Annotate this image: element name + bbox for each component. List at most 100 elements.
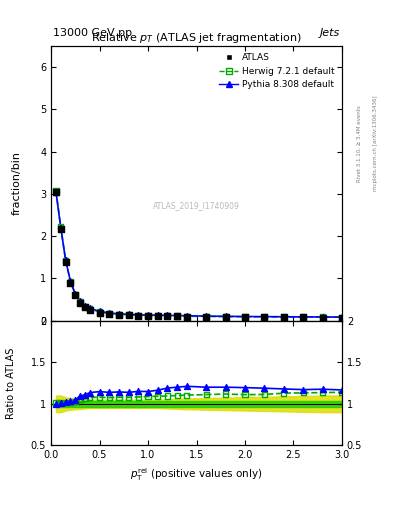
Point xyxy=(174,383,180,391)
Point xyxy=(125,310,132,318)
Point xyxy=(339,388,345,396)
Point xyxy=(77,396,83,404)
Point xyxy=(77,297,83,305)
Point xyxy=(135,311,141,319)
Point xyxy=(62,256,69,264)
Point xyxy=(125,393,132,401)
Point xyxy=(203,312,209,321)
Point xyxy=(58,224,64,232)
Point xyxy=(320,389,326,397)
Legend: ATLAS, Herwig 7.2.1 default, Pythia 8.308 default: ATLAS, Herwig 7.2.1 default, Pythia 8.30… xyxy=(217,51,338,92)
Point xyxy=(184,391,190,399)
Point xyxy=(154,312,161,320)
Point xyxy=(116,388,122,396)
Point xyxy=(53,400,59,408)
Point xyxy=(174,312,180,321)
Point xyxy=(58,399,64,407)
Point xyxy=(62,398,69,407)
Point xyxy=(281,385,287,393)
Point xyxy=(261,312,268,321)
Point xyxy=(58,223,64,231)
Point xyxy=(67,278,73,286)
Point xyxy=(72,290,79,298)
Point xyxy=(164,392,171,400)
Point xyxy=(261,384,268,392)
Point xyxy=(77,299,83,307)
Point xyxy=(72,290,79,298)
Point xyxy=(300,386,306,394)
Point xyxy=(222,313,229,321)
Point xyxy=(125,388,132,396)
Point xyxy=(300,313,306,321)
Point xyxy=(154,311,161,319)
Point xyxy=(106,310,112,318)
Point xyxy=(174,391,180,399)
Point xyxy=(96,307,103,315)
Point xyxy=(184,312,190,320)
Point xyxy=(164,312,171,320)
Point xyxy=(67,398,73,407)
Y-axis label: fraction/bin: fraction/bin xyxy=(12,152,22,216)
Point xyxy=(125,311,132,319)
Point xyxy=(222,383,229,391)
Text: ATLAS_2019_I1740909: ATLAS_2019_I1740909 xyxy=(153,201,240,210)
Point xyxy=(339,386,345,394)
Point xyxy=(145,312,151,320)
Point xyxy=(87,305,93,313)
Point xyxy=(87,389,93,397)
Point xyxy=(77,392,83,400)
Point xyxy=(164,312,171,321)
Point xyxy=(300,313,306,322)
Point xyxy=(67,397,73,405)
Point xyxy=(82,395,88,403)
Point xyxy=(184,312,190,321)
Point xyxy=(87,306,93,314)
Point xyxy=(87,304,93,312)
Point xyxy=(203,391,209,399)
Point xyxy=(125,311,132,319)
Point xyxy=(106,309,112,317)
Point xyxy=(242,313,248,321)
Point xyxy=(82,302,88,310)
Point xyxy=(203,312,209,320)
Point xyxy=(145,311,151,319)
Point xyxy=(58,224,64,232)
Point xyxy=(339,313,345,322)
Point xyxy=(242,391,248,399)
Point xyxy=(222,312,229,321)
Point xyxy=(53,188,59,196)
Point xyxy=(261,313,268,322)
Point xyxy=(106,388,112,396)
Point xyxy=(96,308,103,316)
Point xyxy=(82,391,88,399)
Point xyxy=(96,388,103,396)
Point xyxy=(222,390,229,398)
Point xyxy=(116,393,122,401)
Point xyxy=(135,387,141,395)
Point xyxy=(77,298,83,306)
Point xyxy=(174,311,180,319)
Point xyxy=(145,311,151,319)
Point xyxy=(164,384,171,392)
Point xyxy=(62,256,69,264)
Point xyxy=(184,382,190,390)
Point xyxy=(320,313,326,321)
Point xyxy=(62,398,69,407)
Point xyxy=(242,312,248,321)
Point xyxy=(116,310,122,318)
Point xyxy=(72,396,79,404)
Point xyxy=(72,291,79,300)
Point xyxy=(320,313,326,321)
Point xyxy=(62,258,69,266)
Point xyxy=(320,385,326,393)
Point xyxy=(116,311,122,319)
Point xyxy=(164,311,171,319)
X-axis label: $p_{\mathrm{T}}^{\mathrm{rel}}$ (positive values only): $p_{\mathrm{T}}^{\mathrm{rel}}$ (positiv… xyxy=(130,466,263,483)
Point xyxy=(116,310,122,318)
Point xyxy=(53,399,59,407)
Point xyxy=(154,392,161,400)
Text: Rivet 3.1.10, ≥ 3.4M events: Rivet 3.1.10, ≥ 3.4M events xyxy=(357,105,362,182)
Point xyxy=(339,313,345,321)
Point xyxy=(67,279,73,287)
Point xyxy=(82,303,88,311)
